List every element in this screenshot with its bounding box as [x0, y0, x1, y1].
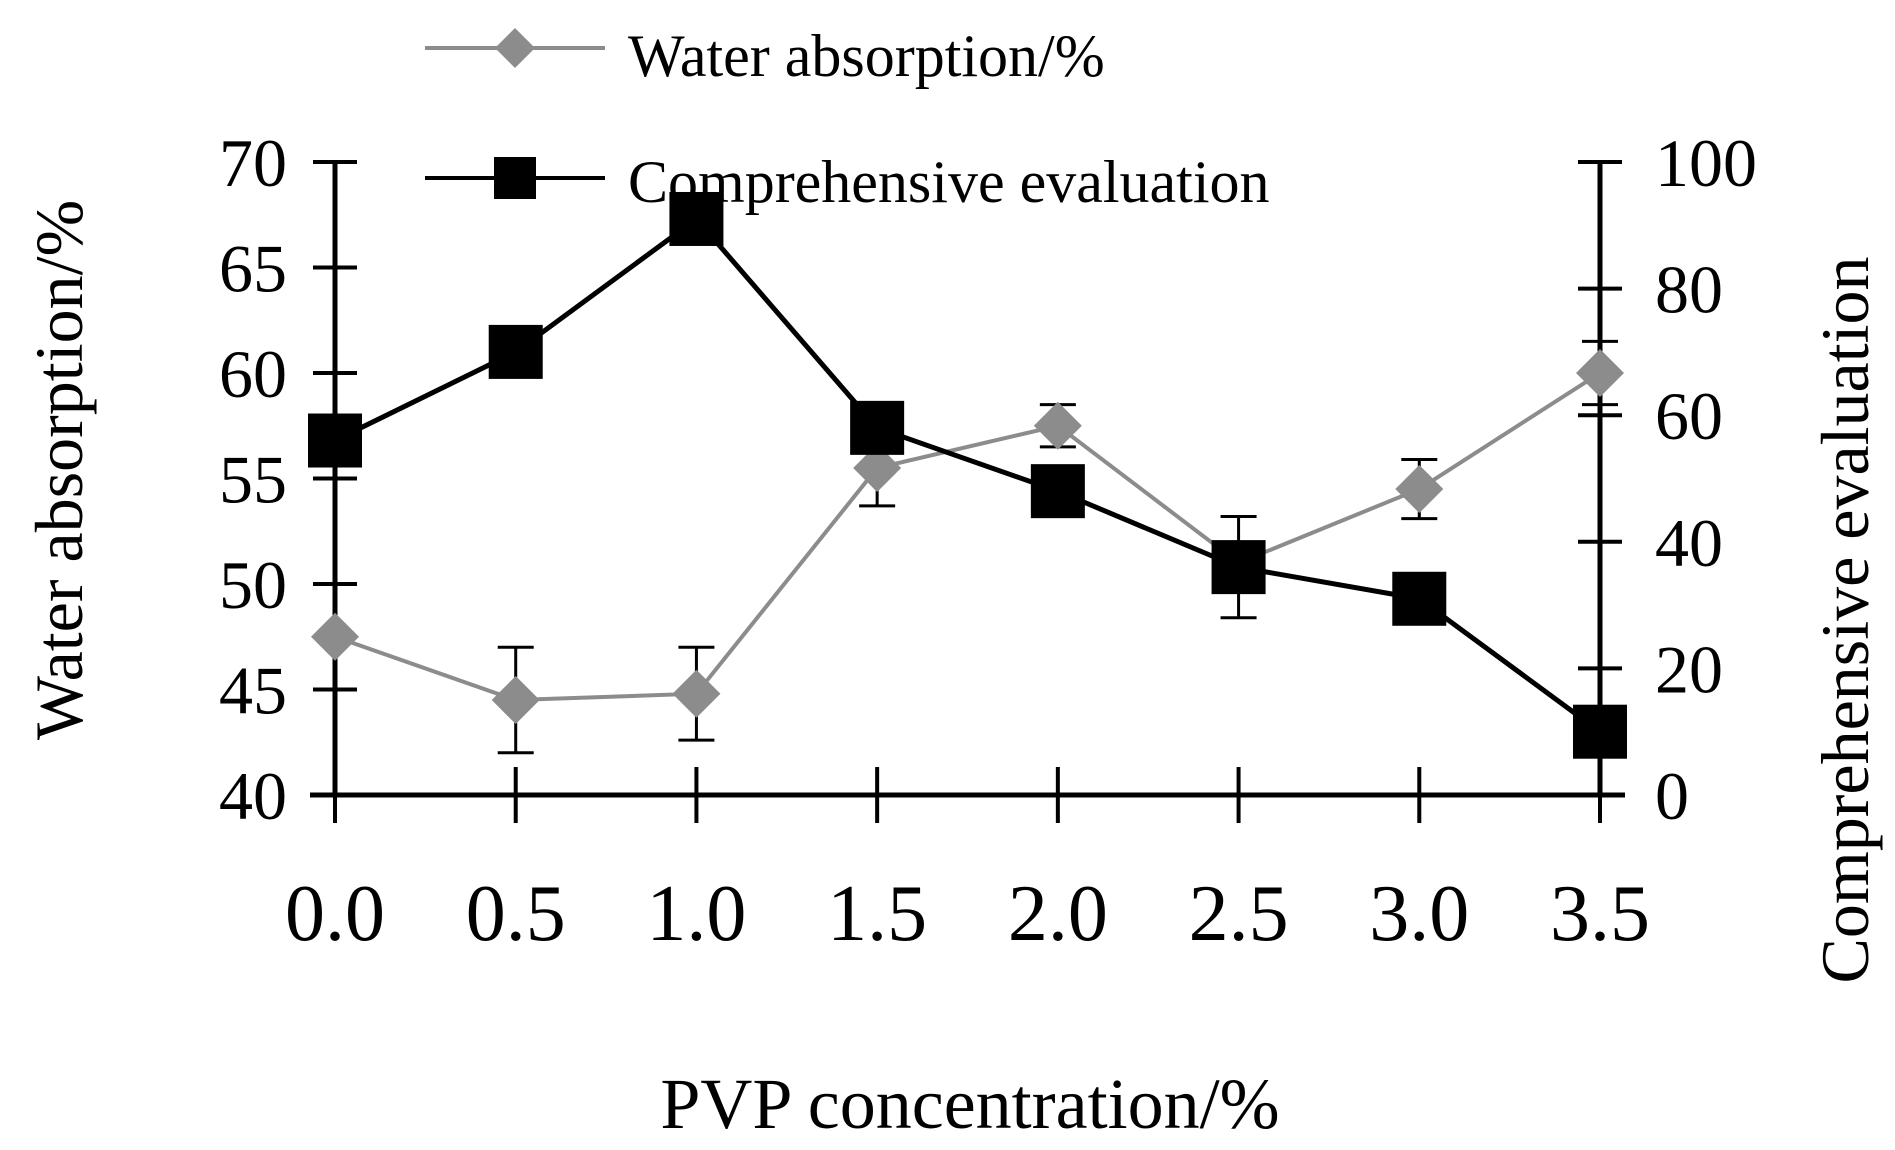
x-tick-label: 1.5	[827, 870, 927, 958]
x-tick-label: 0.5	[466, 870, 566, 958]
x-tick-label: 3.5	[1550, 870, 1650, 958]
legend-label-water-absorption: Water absorption/%	[628, 23, 1105, 89]
y-right-tick-label: 0	[1655, 758, 1689, 834]
series-line-water-absorption	[334, 371, 1602, 703]
x-tick-label: 2.5	[1189, 870, 1289, 958]
y-axis-left-title: Water absorption/%	[21, 200, 97, 740]
data-point-comprehensive-evaluation	[488, 324, 543, 379]
data-point-comprehensive-evaluation	[1030, 464, 1085, 519]
y-left-tick-label: 70	[219, 125, 287, 201]
data-point-comprehensive-evaluation	[1573, 704, 1627, 759]
data-point-water-absorption	[491, 676, 540, 725]
data-point-comprehensive-evaluation	[669, 191, 724, 246]
x-tick-label: 0.0	[285, 870, 385, 958]
legend-marker-water-absorption	[495, 28, 535, 68]
y-left-tick-label: 50	[219, 547, 287, 623]
y-left-tick-label: 65	[219, 231, 287, 307]
y-left-tick-label: 40	[219, 758, 287, 834]
data-point-water-absorption	[853, 443, 902, 492]
data-point-comprehensive-evaluation	[850, 400, 905, 455]
x-tick-label: 2.0	[1008, 870, 1108, 958]
data-point-water-absorption	[1395, 465, 1444, 514]
axes: 40 45 50 55 60 65 70 0 20 40 60 80 100 0.0 0.5 1.0 1.5 2.…	[219, 125, 1757, 958]
y-right-tick-label: 40	[1655, 505, 1723, 581]
y-right-tick-label: 80	[1655, 252, 1723, 328]
x-tick-label: 1.0	[646, 870, 746, 958]
y-right-tick-label: 60	[1655, 378, 1723, 454]
data-point-water-absorption	[1033, 401, 1082, 450]
y-axis-right-title: Comprehensive evaluation	[1807, 256, 1883, 983]
x-axis-title: PVP concentration/%	[660, 1064, 1279, 1144]
legend-marker-comprehensive-evaluation	[494, 157, 536, 199]
data-point-comprehensive-evaluation	[1211, 540, 1266, 595]
y-right-tick-label: 100	[1655, 125, 1757, 201]
data-point-water-absorption	[672, 669, 721, 718]
data-point-water-absorption	[311, 612, 359, 661]
legend-label-comprehensive-evaluation: Comprehensive evaluation	[628, 149, 1269, 215]
data-point-comprehensive-evaluation	[308, 413, 362, 468]
data-point-water-absorption	[1576, 349, 1624, 397]
y-right-tick-label: 20	[1655, 631, 1723, 707]
data-point-comprehensive-evaluation	[1392, 571, 1447, 626]
series-line-comprehensive-evaluation	[333, 215, 1602, 734]
x-tick-label: 3.0	[1369, 870, 1469, 958]
y-left-tick-label: 55	[219, 442, 287, 518]
series-layer	[308, 191, 1627, 759]
y-left-tick-label: 45	[219, 653, 287, 729]
y-left-tick-label: 60	[219, 336, 287, 412]
legend: Water absorption/% Comprehensive evaluat…	[425, 23, 1269, 215]
